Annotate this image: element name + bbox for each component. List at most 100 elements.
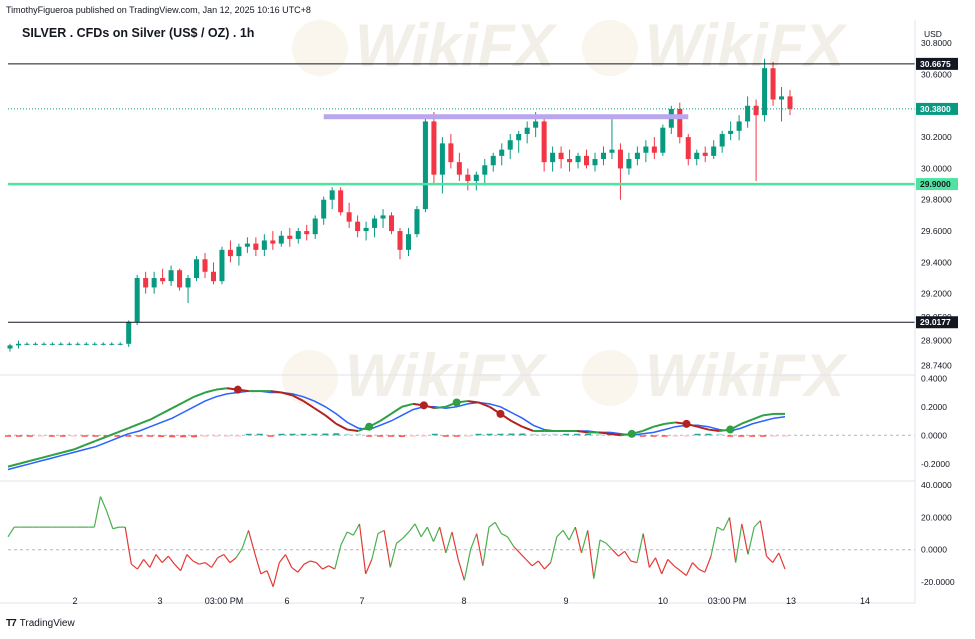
signal-line-segment [510, 420, 523, 428]
time-tick-label: 7 [359, 596, 364, 606]
signal-line-segment [29, 457, 42, 462]
time-tick-label: 9 [563, 596, 568, 606]
candle-body [321, 199, 327, 219]
signal-line-segment [138, 418, 151, 425]
last-price-tag [916, 102, 958, 115]
macd-histogram-bar [180, 435, 187, 438]
candle-body [210, 271, 216, 282]
candle-body [202, 259, 208, 272]
oscillator-line-segment [358, 523, 367, 574]
oscillator-line-segment [599, 539, 607, 544]
macd-histogram-bar [366, 435, 373, 437]
macd-histogram-bar [289, 433, 296, 436]
tradingview-logo[interactable]: T7 TradingView [6, 618, 75, 629]
candle-body [456, 162, 462, 175]
oscillator-line-segment [346, 531, 354, 536]
oscillator-line-segment [284, 554, 293, 568]
oscillator-line-segment [322, 565, 329, 570]
oscillator-line-segment [728, 517, 737, 563]
oscillator-line-segment [580, 530, 589, 554]
oscillator-tick-label: 20.0000 [921, 512, 952, 522]
signal-line-segment [117, 427, 129, 434]
candle-body [355, 221, 361, 232]
candle-body [41, 343, 47, 345]
candle-body [584, 155, 590, 166]
oscillator-line-segment [673, 565, 681, 572]
candle-body [75, 343, 81, 345]
oscillator-line-segment [741, 523, 749, 555]
signal-line-segment [84, 440, 96, 447]
candle-body [389, 215, 395, 232]
candle-body [626, 159, 632, 169]
candle-body [660, 127, 666, 153]
oscillator-line-segment [217, 554, 225, 559]
signal-line-segment [51, 451, 63, 457]
oscillator-line-segment [710, 527, 718, 557]
candle-body [745, 105, 751, 122]
candle-body [762, 68, 768, 116]
candle-body [541, 121, 547, 163]
watermark-text: WikiFX [355, 12, 558, 79]
macd-histogram-bar [639, 435, 646, 437]
macd-histogram-bar [136, 435, 143, 437]
oscillator-line-segment [772, 552, 780, 563]
candle-body [753, 105, 759, 116]
oscillator-line-segment [328, 565, 336, 570]
oscillator-line-segment [759, 520, 768, 557]
candle-body [363, 227, 369, 232]
macd-pane[interactable] [5, 385, 915, 471]
candle-body [312, 218, 318, 235]
currency-label: USD [924, 29, 942, 39]
candle-body [185, 278, 191, 288]
oscillator-line-segment [593, 539, 601, 579]
candle-body [346, 212, 352, 222]
candle-body [422, 121, 428, 210]
oscillator-line-segment [679, 570, 687, 576]
macd-histogram-bar [486, 433, 493, 436]
watermark-logo-icon [282, 350, 338, 406]
macd-histogram-bar [377, 435, 384, 437]
oscillator-line-segment [161, 555, 169, 564]
macd-histogram-bar [114, 435, 121, 437]
oscillator-line-segment [525, 558, 533, 567]
candle-body [227, 249, 233, 257]
oscillator-line-segment [352, 523, 361, 536]
oscillator-line-segment [106, 510, 114, 529]
watermark-text: WikiFX [645, 12, 848, 79]
macd-histogram-bar [541, 433, 548, 436]
oscillator-line-segment [389, 543, 398, 568]
signal-line-segment [204, 388, 217, 394]
macd-histogram-bar [81, 435, 88, 437]
candle-body [482, 165, 488, 175]
oscillator-line-segment [235, 547, 243, 559]
signal-line-segment [576, 429, 589, 434]
signal-line-segment [313, 407, 326, 417]
macd-histogram-bar [388, 435, 395, 437]
oscillator-pane[interactable] [7, 496, 915, 587]
candle-body [719, 133, 725, 147]
signal-line-segment [697, 425, 709, 431]
macd-histogram-bar [267, 435, 274, 437]
candle-body [177, 270, 183, 288]
candle-body [194, 259, 200, 279]
candle-body [728, 130, 734, 134]
macd-histogram-bar [650, 435, 657, 437]
oscillator-line-segment [247, 530, 256, 554]
candle-body [278, 235, 284, 244]
oscillator-line-segment [766, 555, 774, 564]
oscillator-line-segment [636, 533, 644, 563]
oscillator-line-segment [223, 554, 231, 563]
support-price-tag [916, 178, 958, 191]
candle-body [685, 137, 691, 160]
time-tick-label: 03:00 PM [205, 596, 244, 606]
oscillator-line-segment [371, 533, 379, 560]
candle-body [49, 343, 55, 345]
price-pane[interactable] [7, 58, 915, 352]
macd-histogram-bar [344, 433, 351, 436]
oscillator-line-segment [648, 557, 657, 568]
oscillator-line-segment [310, 560, 317, 564]
last-price-label: 30.3800 [920, 104, 951, 114]
macd-histogram-bar [125, 435, 132, 437]
signal-line-segment [270, 390, 282, 394]
